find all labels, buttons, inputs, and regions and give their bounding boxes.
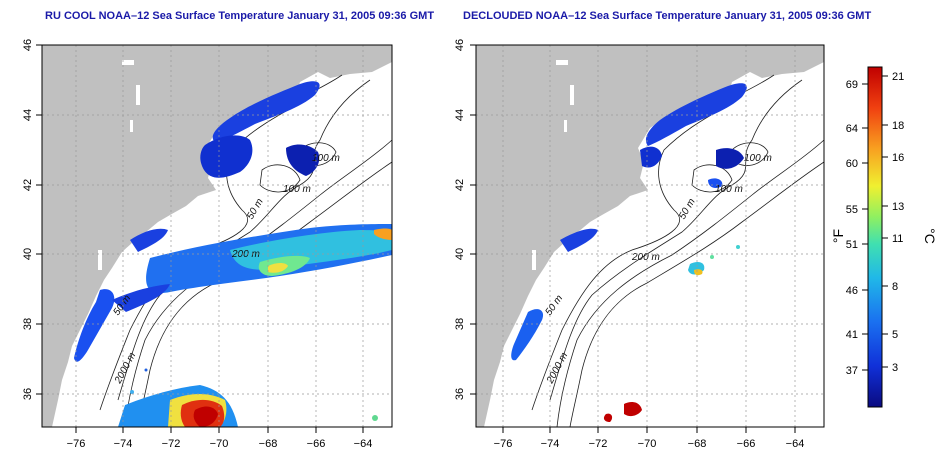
celsius-tick: 11 [892, 233, 903, 245]
x-tick-label: −68 [259, 438, 278, 450]
fahrenheit-tick: 64 [846, 123, 858, 135]
y-tick-label: 42 [454, 179, 466, 191]
x-tick-label: −72 [162, 438, 181, 450]
graticule [476, 45, 824, 427]
fahrenheit-unit-label: °F [830, 229, 846, 243]
x-tick-label: −64 [354, 438, 373, 450]
y-tick-label: 38 [22, 318, 34, 330]
contour-label: 200 m [231, 249, 260, 260]
land-mass [476, 45, 824, 427]
x-tick-label: −74 [541, 438, 560, 450]
y-tick-label: 38 [454, 318, 466, 330]
fahrenheit-tick: 55 [846, 204, 858, 216]
y-tick-label: 44 [22, 109, 34, 121]
x-tick-label: −66 [737, 438, 756, 450]
graticule [42, 45, 392, 427]
x-tick-label: −74 [114, 438, 133, 450]
y-tick-label: 46 [22, 39, 34, 51]
land-mass [42, 45, 392, 427]
x-tick-label: −76 [67, 438, 86, 450]
x-tick-label: −68 [688, 438, 707, 450]
map-frame [41, 44, 393, 428]
fahrenheit-tick: 41 [846, 329, 858, 341]
celsius-unit-label: °C [922, 228, 938, 244]
x-tick-label: −66 [307, 438, 326, 450]
fahrenheit-tick: 60 [846, 158, 858, 170]
fahrenheit-tick: 51 [846, 239, 858, 251]
left-map-title: RU COOL NOAA–12 Sea Surface Temperature … [45, 10, 435, 22]
sst-overlay [511, 83, 747, 422]
x-tick-label: −72 [589, 438, 608, 450]
contour-label: 100 m [715, 184, 743, 195]
celsius-tick: 13 [892, 201, 904, 213]
contour-label: 100 m [312, 153, 340, 164]
temperature-colorbar: 69 64 60 55 51 46 41 37 21 18 16 13 11 8… [830, 66, 938, 408]
celsius-tick: 18 [892, 120, 904, 132]
contour-label: 100 m [283, 184, 311, 195]
fahrenheit-tick: 69 [846, 79, 858, 91]
fahrenheit-tick: 37 [846, 365, 858, 377]
celsius-tick: 16 [892, 152, 904, 164]
y-tick-label: 36 [22, 388, 34, 400]
map-frame [475, 44, 825, 428]
fahrenheit-tick: 46 [846, 285, 858, 297]
celsius-tick: 3 [892, 362, 898, 374]
y-tick-label: 40 [22, 248, 34, 260]
y-tick-label: 40 [454, 248, 466, 260]
x-tick-label: −76 [494, 438, 513, 450]
right-map: 100 m 100 m 50 m 200 m 50 m 2000 m [454, 39, 825, 450]
sst-overlay [74, 81, 392, 427]
x-tick-label: −70 [638, 438, 657, 450]
y-tick-label: 46 [454, 39, 466, 51]
contour-label: 200 m [631, 252, 660, 263]
colorbar-gradient [867, 66, 883, 408]
contour-label: 100 m [744, 153, 772, 164]
y-tick-label: 44 [454, 109, 466, 121]
right-map-title: DECLOUDED NOAA–12 Sea Surface Temperatur… [463, 10, 872, 22]
x-tick-label: −70 [210, 438, 229, 450]
left-map: 100 m 100 m 50 m 200 m 50 m 2000 m [22, 39, 393, 450]
celsius-tick: 8 [892, 281, 898, 293]
x-tick-label: −64 [786, 438, 805, 450]
y-tick-label: 36 [454, 388, 466, 400]
celsius-tick: 21 [892, 71, 904, 83]
celsius-tick: 5 [892, 329, 898, 341]
y-tick-label: 42 [22, 179, 34, 191]
